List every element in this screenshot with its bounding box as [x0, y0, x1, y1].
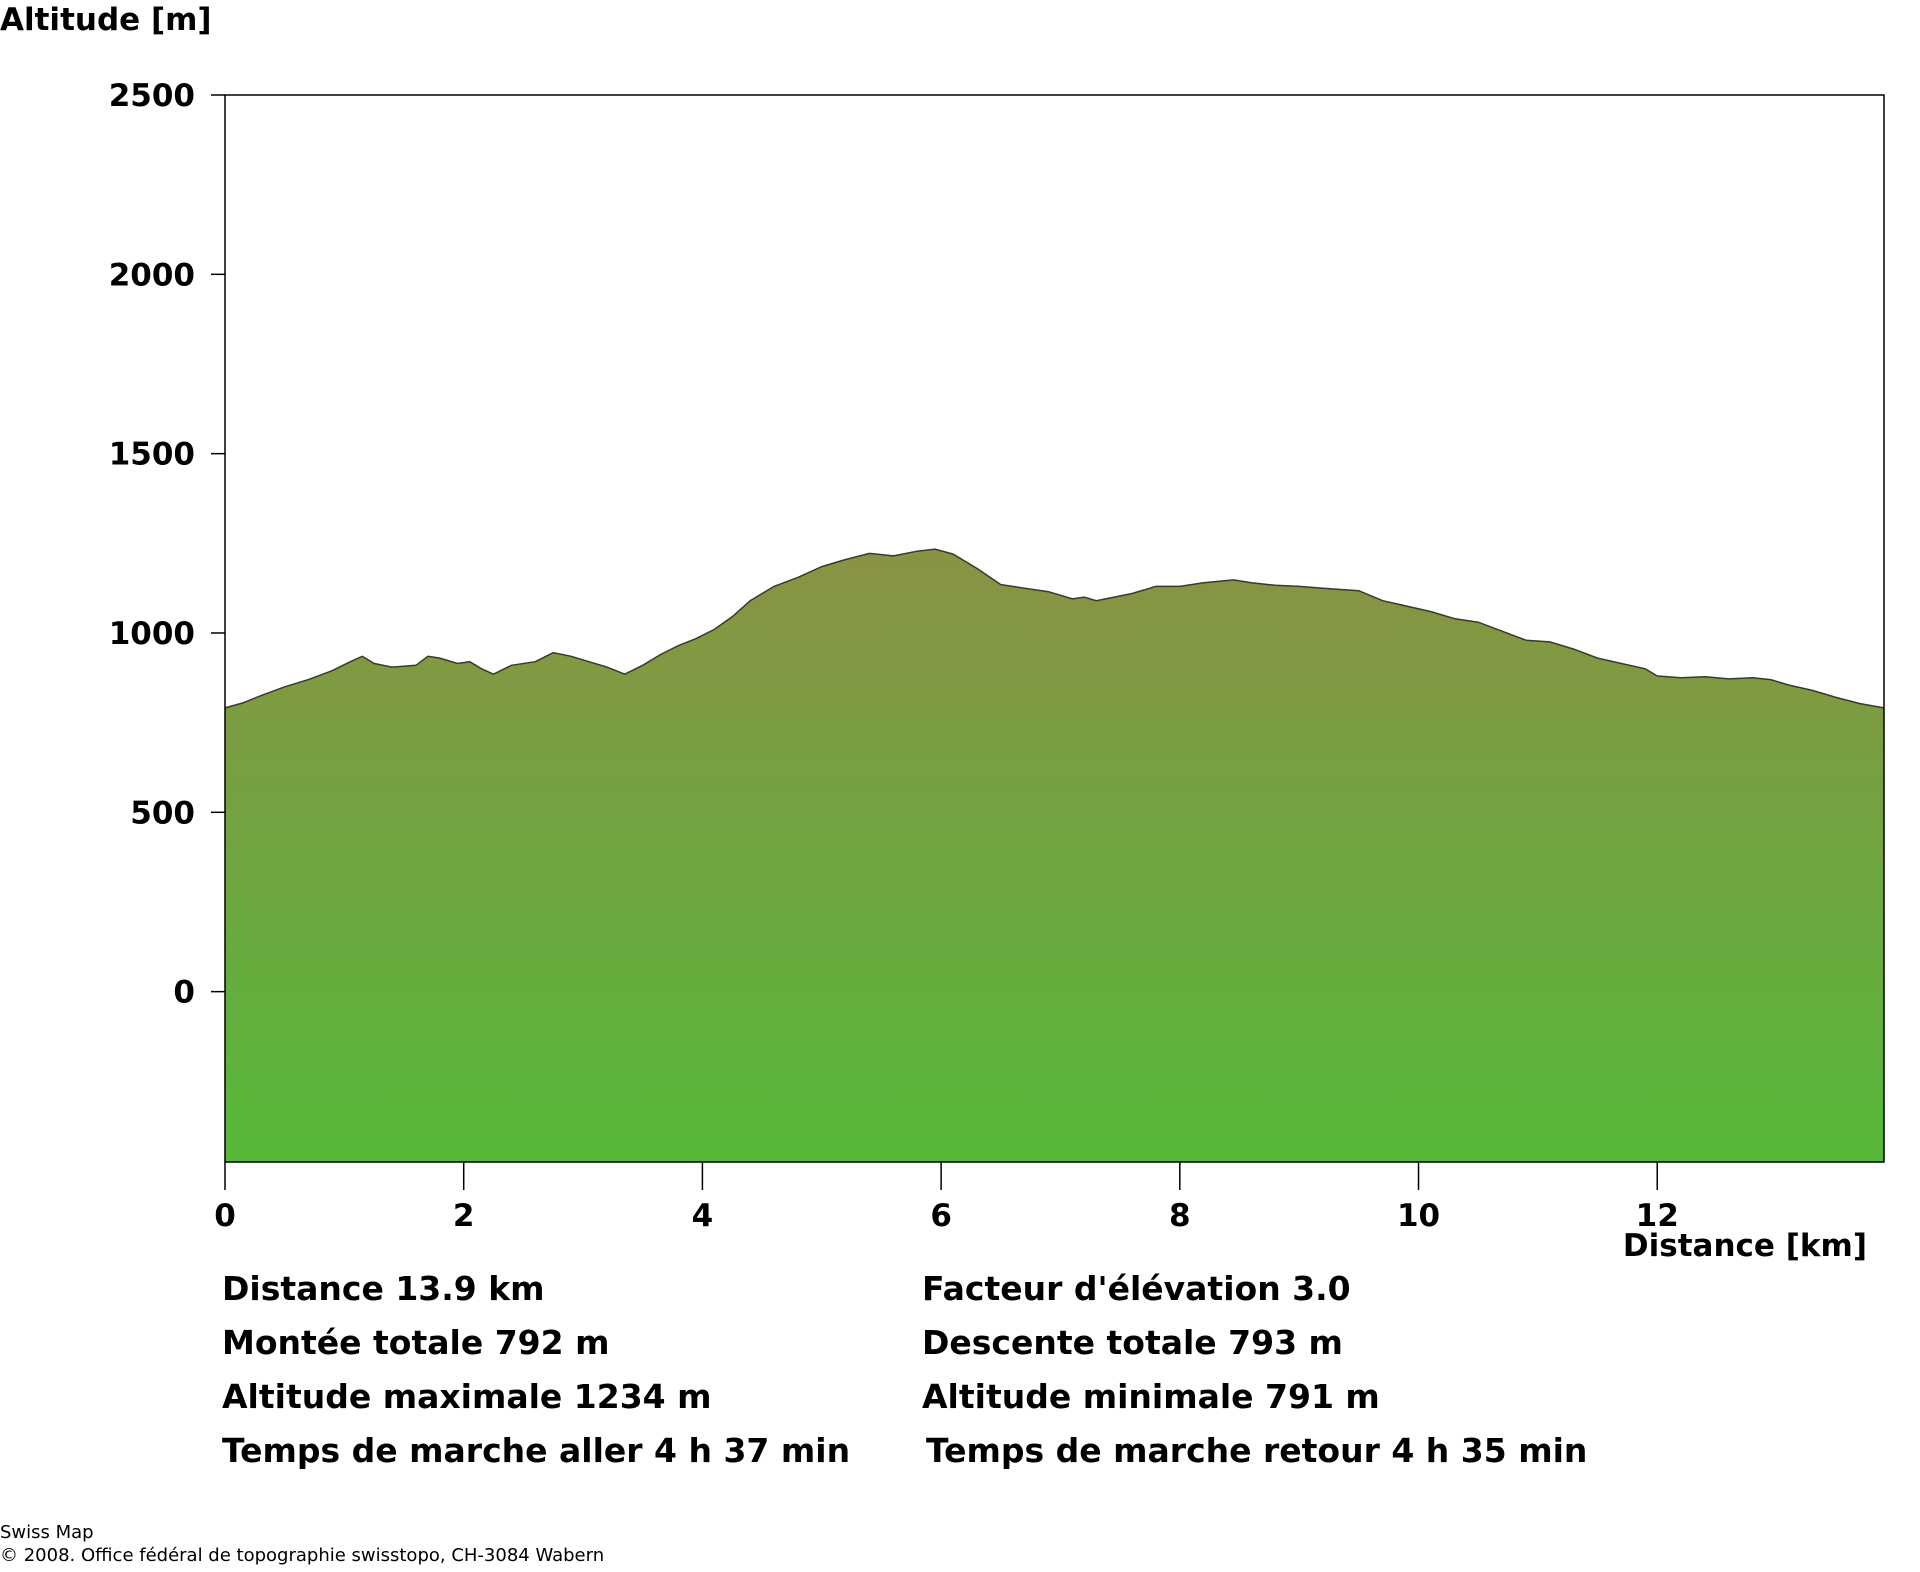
stat-elevation-factor: Facteur d'élévation 3.0	[922, 1269, 1351, 1308]
stat-walk-time-back: Temps de marche retour 4 h 35 min	[926, 1431, 1588, 1470]
stat-max-altitude: Altitude maximale 1234 m	[222, 1377, 712, 1416]
y-tick-label: 2000	[109, 257, 195, 293]
footer-copyright: © 2008. Office fédéral de topographie sw…	[0, 1545, 605, 1566]
stats-left: Distance 13.9 km Montée totale 792 m Alt…	[222, 1262, 850, 1478]
footer-source: Swiss Map	[0, 1522, 94, 1543]
stat-walk-time-out: Temps de marche aller 4 h 37 min	[222, 1431, 851, 1470]
y-tick-label: 0	[173, 975, 195, 1011]
stats-right: Facteur d'élévation 3.0 Descente totale …	[922, 1262, 1587, 1478]
y-axis: 0 500 1000 1500 2000 2500	[109, 78, 225, 1011]
y-tick-label: 500	[130, 795, 195, 831]
x-tick-label: 2	[453, 1198, 475, 1234]
x-tick-label: 12	[1636, 1198, 1679, 1234]
stat-total-ascent: Montée totale 792 m	[222, 1323, 610, 1362]
x-tick-label: 4	[692, 1198, 714, 1234]
y-tick-label: 1000	[109, 616, 195, 652]
stat-total-descent: Descente totale 793 m	[922, 1323, 1343, 1362]
x-tick-label: 8	[1169, 1198, 1191, 1234]
stat-min-altitude: Altitude minimale 791 m	[922, 1377, 1380, 1416]
elevation-area	[225, 549, 1884, 1162]
x-tick-label: 0	[214, 1198, 236, 1234]
y-tick-label: 1500	[109, 437, 195, 473]
y-axis-title: Altitude [m]	[0, 2, 212, 38]
elevation-outline	[224, 548, 1885, 709]
y-tick-label: 2500	[109, 78, 195, 114]
x-axis-title: Distance [km]	[1622, 1228, 1867, 1264]
x-tick-label: 10	[1397, 1198, 1440, 1234]
x-axis: 0 2 4 6 8 10 12	[214, 1162, 1679, 1234]
elevation-profile-chart: 0 500 1000 1500 2000 2500 0 2 4 6 8 10 12	[109, 78, 1885, 1234]
stat-distance: Distance 13.9 km	[222, 1269, 545, 1308]
x-tick-label: 6	[930, 1198, 952, 1234]
plot-frame	[224, 94, 1885, 1163]
